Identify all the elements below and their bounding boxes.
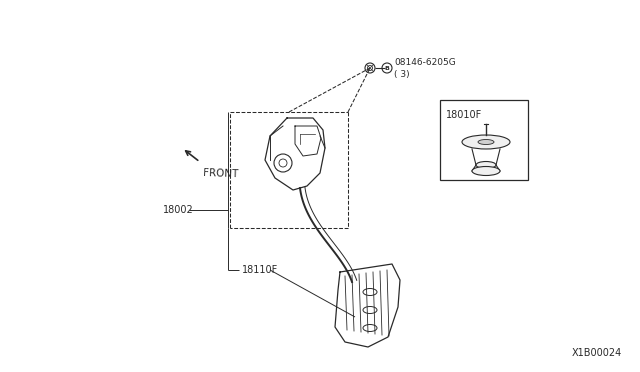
- Ellipse shape: [476, 161, 496, 169]
- Ellipse shape: [472, 167, 500, 176]
- Text: FRONT: FRONT: [203, 168, 239, 179]
- Ellipse shape: [462, 135, 510, 149]
- Text: 18110F: 18110F: [242, 265, 278, 275]
- Text: ( 3): ( 3): [394, 70, 410, 79]
- Ellipse shape: [478, 140, 494, 144]
- Text: X1B00024: X1B00024: [572, 348, 622, 358]
- Text: 08146-6205G: 08146-6205G: [394, 58, 456, 67]
- Text: B: B: [385, 65, 389, 71]
- Text: 18002: 18002: [163, 205, 194, 215]
- Bar: [440, 100, 528, 180]
- Text: 18010F: 18010F: [446, 110, 483, 120]
